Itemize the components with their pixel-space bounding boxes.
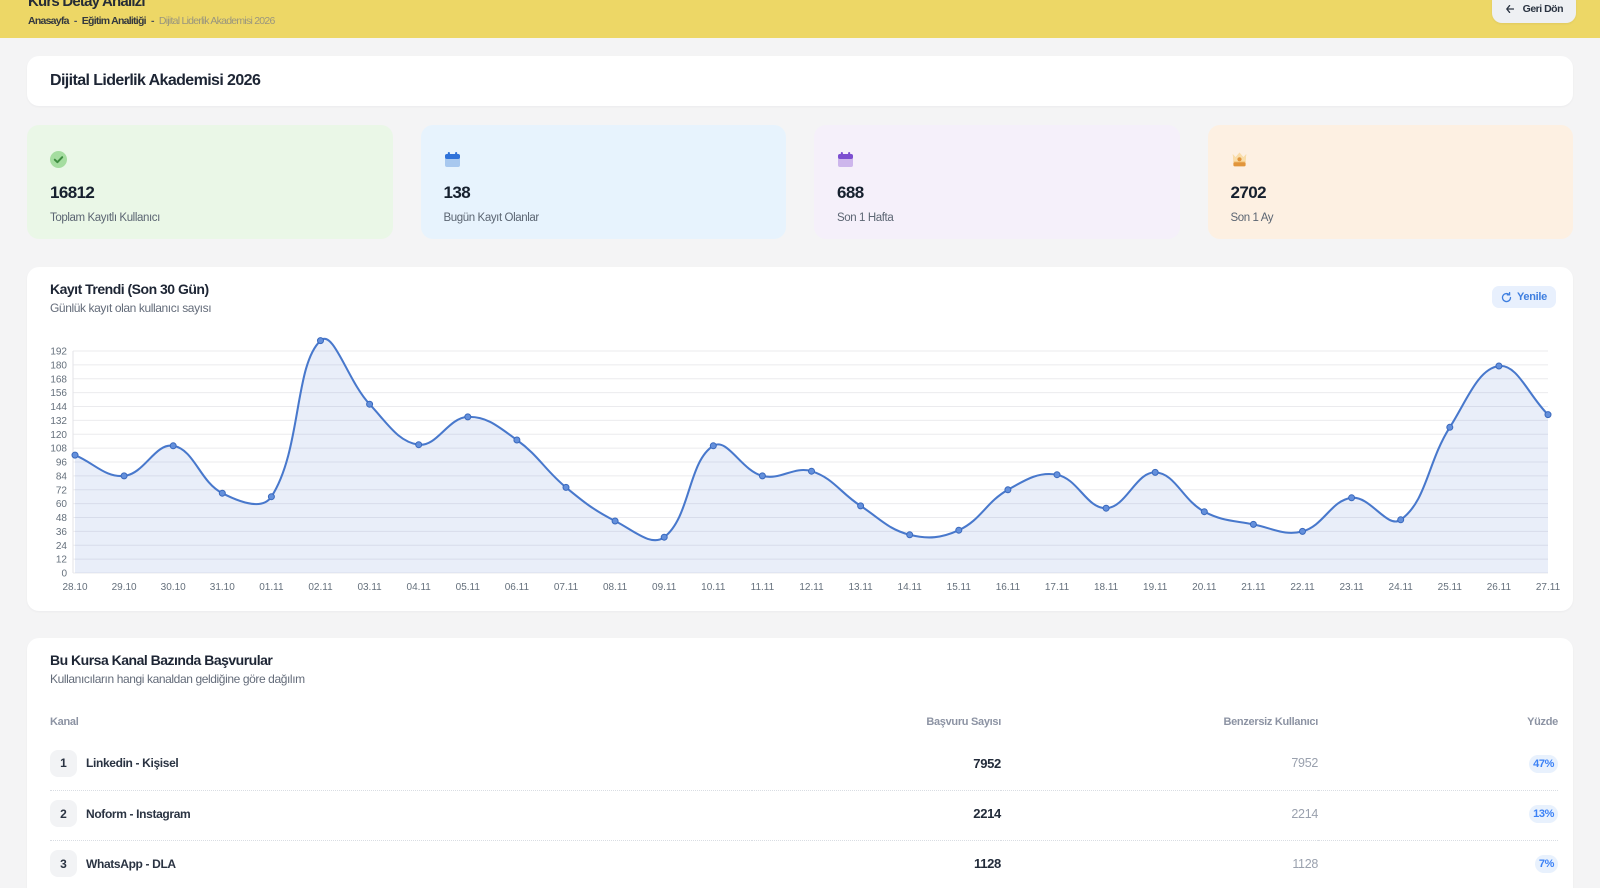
svg-text:168: 168 xyxy=(50,374,67,385)
svg-text:17.11: 17.11 xyxy=(1045,582,1070,593)
svg-text:29.10: 29.10 xyxy=(112,582,137,593)
svg-text:09.11: 09.11 xyxy=(652,582,677,593)
svg-text:180: 180 xyxy=(50,360,67,371)
svg-text:01.11: 01.11 xyxy=(259,582,284,593)
svg-text:12.11: 12.11 xyxy=(799,582,824,593)
svg-text:23.11: 23.11 xyxy=(1339,582,1364,593)
svg-text:84: 84 xyxy=(56,471,68,482)
svg-text:26.11: 26.11 xyxy=(1487,582,1512,593)
svg-text:08.11: 08.11 xyxy=(603,582,628,593)
svg-text:25.11: 25.11 xyxy=(1438,582,1463,593)
svg-text:12: 12 xyxy=(56,555,68,566)
svg-text:36: 36 xyxy=(56,527,68,538)
svg-text:19.11: 19.11 xyxy=(1143,582,1168,593)
svg-text:13.11: 13.11 xyxy=(848,582,873,593)
svg-text:03.11: 03.11 xyxy=(357,582,382,593)
svg-text:14.11: 14.11 xyxy=(898,582,923,593)
svg-text:24: 24 xyxy=(56,541,68,552)
svg-text:0: 0 xyxy=(61,569,67,580)
svg-text:21.11: 21.11 xyxy=(1241,582,1266,593)
svg-text:60: 60 xyxy=(56,499,68,510)
svg-text:05.11: 05.11 xyxy=(456,582,481,593)
svg-text:02.11: 02.11 xyxy=(308,582,333,593)
svg-text:30.10: 30.10 xyxy=(161,582,186,593)
svg-text:24.11: 24.11 xyxy=(1389,582,1414,593)
svg-text:108: 108 xyxy=(50,444,67,455)
svg-text:15.11: 15.11 xyxy=(947,582,972,593)
svg-text:27.11: 27.11 xyxy=(1536,582,1561,593)
svg-text:120: 120 xyxy=(50,430,67,441)
svg-text:28.10: 28.10 xyxy=(62,582,87,593)
svg-text:31.10: 31.10 xyxy=(210,582,235,593)
svg-text:10.11: 10.11 xyxy=(701,582,726,593)
svg-text:20.11: 20.11 xyxy=(1192,582,1217,593)
svg-text:22.11: 22.11 xyxy=(1290,582,1315,593)
svg-text:07.11: 07.11 xyxy=(554,582,579,593)
svg-text:144: 144 xyxy=(50,402,67,413)
svg-text:48: 48 xyxy=(56,513,68,524)
svg-text:156: 156 xyxy=(50,388,67,399)
svg-text:16.11: 16.11 xyxy=(996,582,1021,593)
svg-text:192: 192 xyxy=(50,347,67,358)
svg-text:96: 96 xyxy=(56,458,68,469)
svg-text:72: 72 xyxy=(56,485,68,496)
svg-text:11.11: 11.11 xyxy=(751,582,775,593)
svg-text:04.11: 04.11 xyxy=(407,582,432,593)
svg-text:132: 132 xyxy=(50,416,67,427)
svg-text:18.11: 18.11 xyxy=(1094,582,1119,593)
svg-text:06.11: 06.11 xyxy=(505,582,530,593)
